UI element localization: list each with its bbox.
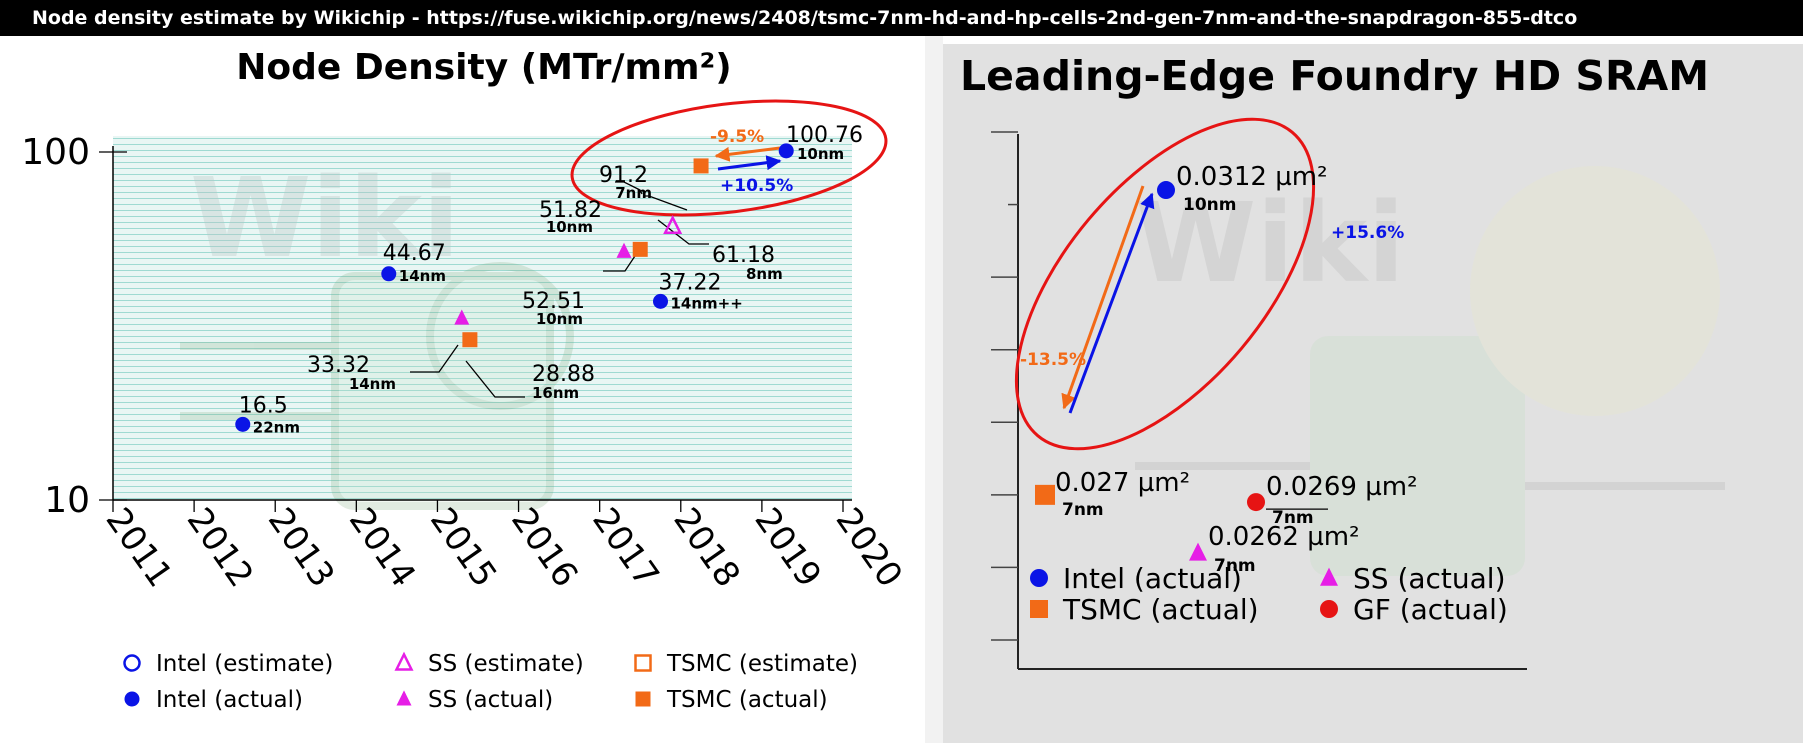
value-label: 37.22 [659,270,722,295]
node-label: 7nm [615,184,652,202]
value-label: 52.51 [522,289,585,314]
legend-label: GF (actual) [1353,593,1508,626]
node-label: 7nm [1214,556,1256,576]
node-label: 14nm [399,267,446,285]
node-label: 10nm [536,310,583,328]
value-label: 61.18 [712,243,775,268]
legend-marker [123,654,141,672]
point-intel-22nm [235,416,251,432]
arrow-minus [714,146,781,162]
annotation-minus-2: -13.5% [1020,350,1086,370]
legend-label: SS (actual) [428,687,553,713]
annotation-minus: -9.5% [710,127,764,147]
legend-label: Intel (actual) [1063,562,1242,595]
point-ss-7nm [1189,542,1207,561]
legend-marker [396,690,412,706]
header-caption: Node density estimate by Wikichip - http… [0,0,1803,36]
watermark-chip-icon [180,262,574,510]
arrow-plus [717,155,782,171]
highlight-ellipse [570,99,888,217]
watermark-chip-icon-2 [1135,166,1725,576]
point-ss-8nm [663,214,683,234]
value-label: 0.0262 µm² [1208,522,1360,552]
chart2-background [943,44,1803,743]
point-tsmc-7nm [1035,484,1055,505]
chart1-title: Node Density (MTr/mm²) [236,47,732,88]
plot-grid [113,136,852,500]
point-intel-10nm [778,143,794,159]
chart2-title: Leading-Edge Foundry HD SRAM [960,52,1709,100]
chart1-legend: Intel (estimate) SS (estimate) TSMC (estim… [123,651,858,713]
node-label: 14nm++ [671,294,743,312]
hd-sram-chart: Wiki Leading-Edge Foundry HD SRAM 0.0320… [925,36,1803,743]
legend-marker [635,691,651,707]
legend-label: TSMC (actual) [666,687,828,713]
node-label: 14nm [349,375,396,393]
value-label: 33.32 [307,353,370,378]
value-label: 51.82 [539,198,602,223]
legend-marker [1320,567,1338,586]
legend-label: Intel (actual) [156,687,303,713]
value-label: 91.2 [599,163,648,188]
arrow-plus-2 [1068,192,1155,414]
legend-label: SS (estimate) [428,651,584,677]
y-tick-label: 100 [21,132,90,173]
legend-marker [1320,600,1338,618]
legend-label: Intel (estimate) [156,651,333,677]
point-intel-14nm [381,266,397,282]
point-tsmc-7nm [693,158,709,174]
watermark: Wiki [190,154,460,282]
point-intel-10nm [1157,181,1175,200]
value-label: 0.0269 µm² [1266,472,1418,502]
legend-marker [1030,600,1048,618]
value-label: 28.88 [532,362,595,387]
node-label: 16nm [532,384,579,402]
legend-label: TSMC (actual) [1062,593,1259,626]
node-density-chart: Node Density (MTr/mm²) Wiki 201120122013… [0,36,925,743]
value-label: 44.67 [383,241,446,266]
node-label: 8nm [746,265,783,283]
node-label: 10nm [797,145,844,163]
node-label: 7nm [1272,508,1314,528]
value-label: 0.0312 µm² [1176,162,1328,192]
legend-label: TSMC (estimate) [666,651,858,677]
point-gf-7nm [1247,493,1265,512]
point-ss-14nm [454,309,470,325]
point-ss-10nm [616,242,632,258]
chart1-axes [112,146,852,501]
point-intel-14nm++ [653,293,668,309]
legend-marker [634,654,652,672]
node-label: 10nm [546,218,593,236]
chart2-y-ticks: 0.0320 µm²0.0300 µm²0.0290 µm²0.0280 µm²… [991,131,1018,641]
node-label: 7nm [1062,500,1104,520]
highlight-ellipse-2 [1014,117,1316,451]
node-label: 10nm [1183,195,1236,215]
value-label: 16.5 [239,393,288,418]
arrow-minus-2 [1061,185,1145,410]
legend-label: SS (actual) [1353,562,1506,595]
value-label: 100.76 [786,123,863,148]
point-tsmc-10nm [632,241,648,257]
chart2-legend: Intel (actual) SS (actual) TSMC (actual) GF… [1030,562,1508,626]
node-label: 22nm [253,418,300,436]
value-label: 0.027 µm² [1055,468,1190,498]
legend-marker [1030,569,1048,587]
y-tick-label: 10 [44,480,90,521]
annotation-plus: +10.5% [720,176,793,196]
legend-marker [124,691,140,707]
chart1-y-ticks: 100 10 [21,132,127,521]
watermark-2: Wiki [1135,179,1405,307]
legend-marker [394,651,414,671]
annotation-plus-2: +15.6% [1331,223,1404,243]
point-tsmc-16nm [462,332,478,348]
